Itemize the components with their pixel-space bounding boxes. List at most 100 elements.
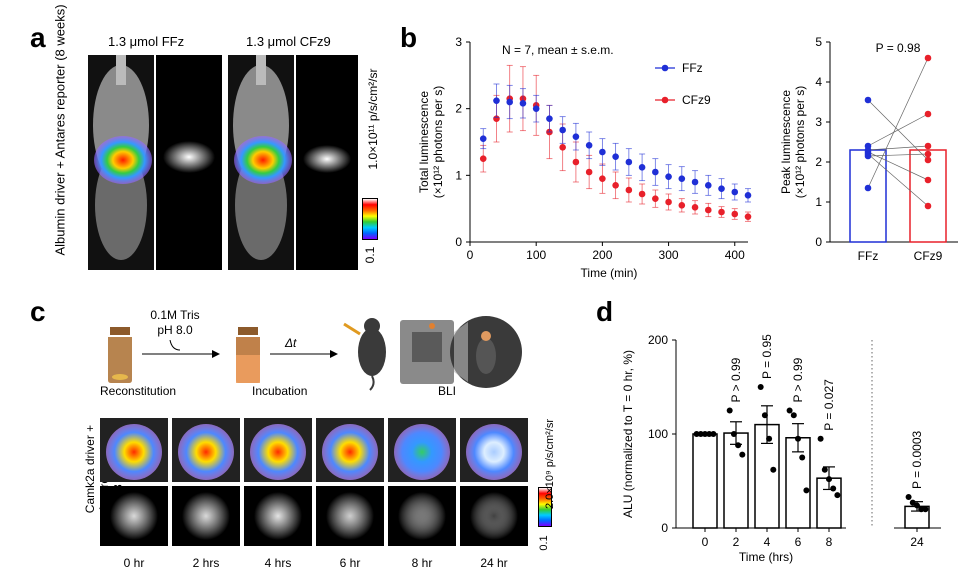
reagent-line1: 0.1M Tris <box>150 308 200 322</box>
x-tick-label: 400 <box>725 248 745 262</box>
panel-a-col1-title: 1.3 μmol FFz <box>108 34 185 49</box>
data-point-ffz <box>864 184 872 192</box>
bli-imager-icon <box>400 316 522 388</box>
data-point-cfz9 <box>924 202 932 210</box>
data-point-ffz <box>625 158 633 166</box>
timepoint-label: 4 hrs <box>264 556 292 570</box>
bar-0hr <box>692 433 718 529</box>
y-tick-label: 1 <box>815 195 822 209</box>
legend-label-cfz9: CFz9 <box>682 93 711 107</box>
x-tick-label: 8 <box>826 535 833 549</box>
data-point-cfz9 <box>625 186 633 194</box>
chart-annotation: N = 7, mean ± s.e.m. <box>502 43 614 57</box>
data-point <box>799 454 806 461</box>
data-point-cfz9 <box>718 208 725 216</box>
data-point <box>918 506 925 513</box>
y-tick-label: 4 <box>815 75 822 89</box>
p-value-label: P > 0.99 <box>729 357 743 402</box>
brain-luminescence-image <box>460 486 528 546</box>
y-tick-label: 1 <box>455 168 462 182</box>
y-tick-label: 0 <box>815 235 822 249</box>
data-point <box>826 476 832 483</box>
data-point-cfz9 <box>691 204 699 211</box>
data-point-ffz <box>506 98 514 106</box>
data-point <box>735 442 742 449</box>
data-point <box>730 431 737 437</box>
legend-label-ffz: FFz <box>682 61 703 75</box>
panel-c-scale-bottom: 0.1 <box>538 535 550 551</box>
brain-heatmap-image <box>316 418 384 482</box>
bar-6hr <box>785 437 811 529</box>
data-point <box>909 499 916 506</box>
y-tick-label: 3 <box>815 115 822 129</box>
x-tick-label: 2 <box>733 535 740 549</box>
data-point-cfz9 <box>652 195 659 202</box>
vial-reconstitution-icon <box>108 327 132 383</box>
data-point <box>790 412 797 419</box>
data-point-ffz <box>665 173 672 180</box>
bar-2hr <box>723 432 749 529</box>
y-tick-label: 0 <box>455 235 462 249</box>
mouse-injection-icon <box>343 318 386 391</box>
data-point-cfz9 <box>924 110 932 118</box>
brain-heatmap-image <box>460 418 528 482</box>
brain-heatmap-image <box>172 418 240 482</box>
x-tick-label: 4 <box>764 535 771 549</box>
pair-line <box>867 151 929 181</box>
x-tick-label: 0 <box>467 248 474 262</box>
data-point-cfz9 <box>744 213 752 220</box>
y-tick-label: 5 <box>815 35 822 49</box>
data-point-ffz <box>493 97 500 104</box>
panel-a-side-label: Albumin driver + Antares reporter (8 wee… <box>52 4 68 256</box>
x-axis-title: Time (hrs) <box>739 550 793 564</box>
x-tick-label: 200 <box>592 248 612 262</box>
alu-normalized-chart: 0 100 200 ALU (normalized to T = 0 hr, %) Ti… <box>621 333 941 564</box>
y-tick-label: 100 <box>648 427 668 441</box>
y-axis-title: Total luminescence(×10¹² photons per s) <box>417 86 445 198</box>
x-tick-label: 0 <box>702 535 709 549</box>
data-point <box>693 431 700 437</box>
delta-t-label: Δt <box>285 336 297 350</box>
data-point-ffz <box>479 135 487 142</box>
brain-heatmap-image <box>100 418 168 482</box>
pair-line <box>867 57 929 189</box>
data-point-cfz9 <box>704 206 712 214</box>
data-point <box>726 407 733 414</box>
heatmap-cfz9 <box>234 130 292 190</box>
data-point-ffz <box>612 153 619 160</box>
brain-luminescence-image <box>244 486 312 546</box>
y-tick-label: 2 <box>815 155 822 169</box>
data-point-ffz <box>704 182 712 189</box>
timepoint-label: 0 hr <box>123 556 145 570</box>
y-tick-label: 0 <box>661 521 668 535</box>
y-axis-title: ALU (normalized to T = 0 hr, %) <box>621 350 635 518</box>
data-point <box>922 506 929 513</box>
data-point <box>739 451 746 458</box>
data-point-cfz9 <box>638 190 646 198</box>
brain-luminescence-image <box>172 486 240 546</box>
panel-c-scale-top: 2.0×10⁹ p/s/cm²/sr <box>544 419 556 509</box>
x-axis-title: Time (min) <box>581 266 638 280</box>
panel-c-side-label-1: Camk2a driver + <box>83 424 97 514</box>
data-point-ffz <box>572 133 580 140</box>
data-point <box>757 384 764 390</box>
reagent-line2: pH 8.0 <box>157 323 193 337</box>
data-point-ffz <box>599 148 606 156</box>
data-point <box>786 407 793 414</box>
data-point-ffz <box>559 126 566 134</box>
data-point-ffz <box>638 164 646 171</box>
y-tick-label: 200 <box>648 333 668 347</box>
data-point-ffz <box>519 100 527 107</box>
heatmap-ffz <box>94 130 152 190</box>
data-point-cfz9 <box>612 182 619 189</box>
panel-a-scale-bottom: 0.1 <box>363 246 377 264</box>
y-axis-title: Peak luminescence(×10¹² photons per s) <box>779 86 807 198</box>
timepoint-label: 8 hr <box>411 556 433 570</box>
timepoint-label: 2 hrs <box>192 556 220 570</box>
data-point-ffz <box>678 175 686 182</box>
data-point-ffz <box>585 142 593 149</box>
data-point-cfz9 <box>731 210 739 218</box>
step-incubation: Incubation <box>252 384 308 398</box>
data-point-ffz <box>744 192 752 199</box>
x-tick-label: 300 <box>659 248 679 262</box>
